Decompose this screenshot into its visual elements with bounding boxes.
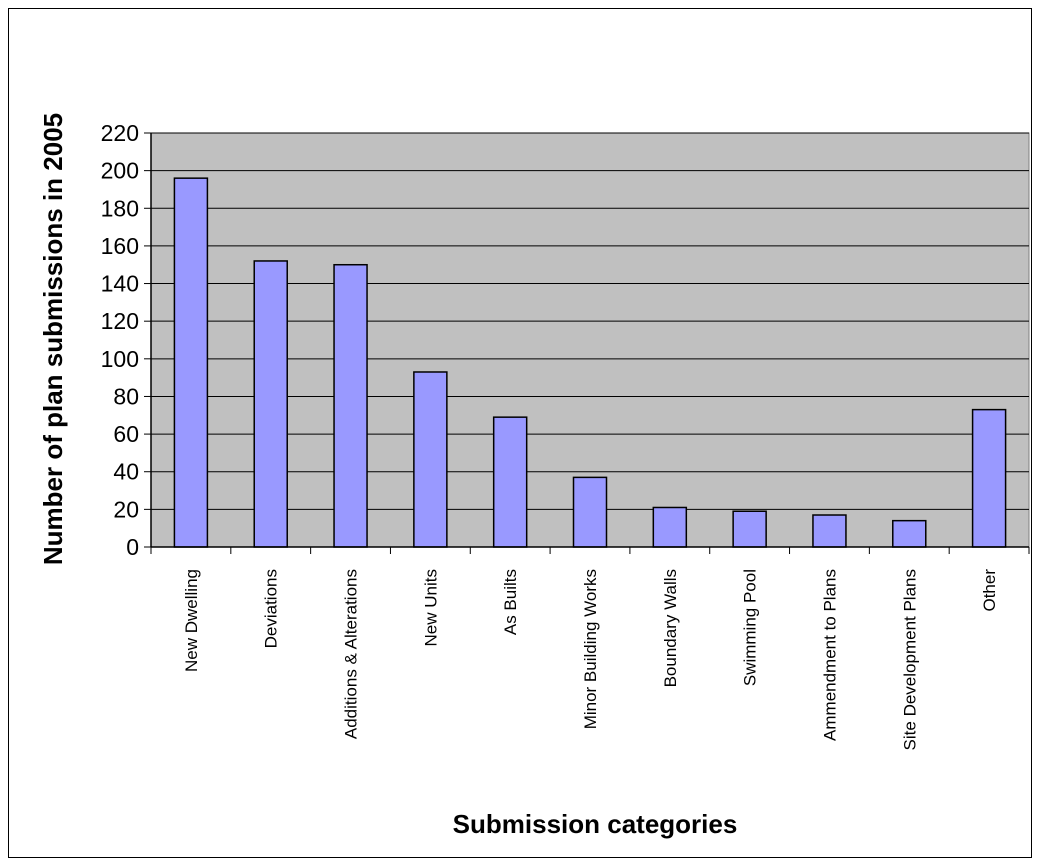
x-axis-title: Submission categories [453,809,738,839]
x-tick-label: New Dwelling [182,569,201,672]
y-tick-label: 80 [113,383,139,409]
bar [413,371,448,548]
y-tick-label: 160 [101,233,139,259]
x-tick-label: Swimming Pool [741,569,760,686]
x-tick-label: Site Development Plans [900,569,919,750]
y-tick-label: 180 [101,195,139,221]
x-tick-label: As Builts [501,569,520,635]
bar [173,177,209,548]
x-tick-label: Other [980,569,999,612]
bar [652,506,688,548]
y-tick-label: 220 [101,120,139,146]
bar [253,260,288,548]
x-tick-labels: New Dwelling Deviations Additions & Altera… [182,569,999,751]
y-axis-title: Number of plan submissions in 2005 [38,113,68,565]
y-tick-label: 140 [101,271,139,297]
y-tick-label: 200 [101,158,139,184]
bar [732,510,767,548]
y-tick-label: 0 [126,534,139,560]
y-tick-labels: 0 20 40 60 80 100 120 140 160 180 200 220 [101,120,139,560]
x-tick-label: Deviations [262,569,281,648]
bars [173,177,1007,548]
bar [892,519,927,548]
bar [572,476,608,548]
x-tick-label: Ammendment to Plans [820,569,839,741]
y-tick-label: 60 [113,421,139,447]
bar [333,263,368,548]
bar [971,408,1007,548]
y-tick-label: 120 [101,308,139,334]
y-tick-label: 100 [101,346,139,372]
y-tick-label: 20 [113,496,139,522]
axes [144,132,1030,554]
x-tick-label: Additions & Alterations [342,569,361,739]
bar [812,514,847,548]
gridlines [151,132,1029,510]
y-tick-label: 40 [113,459,139,485]
x-tick-label: Minor Building Works [581,569,600,729]
x-tick-label: Boundary Walls [661,569,680,687]
x-tick-label: New Units [421,569,440,646]
bar [492,416,528,548]
